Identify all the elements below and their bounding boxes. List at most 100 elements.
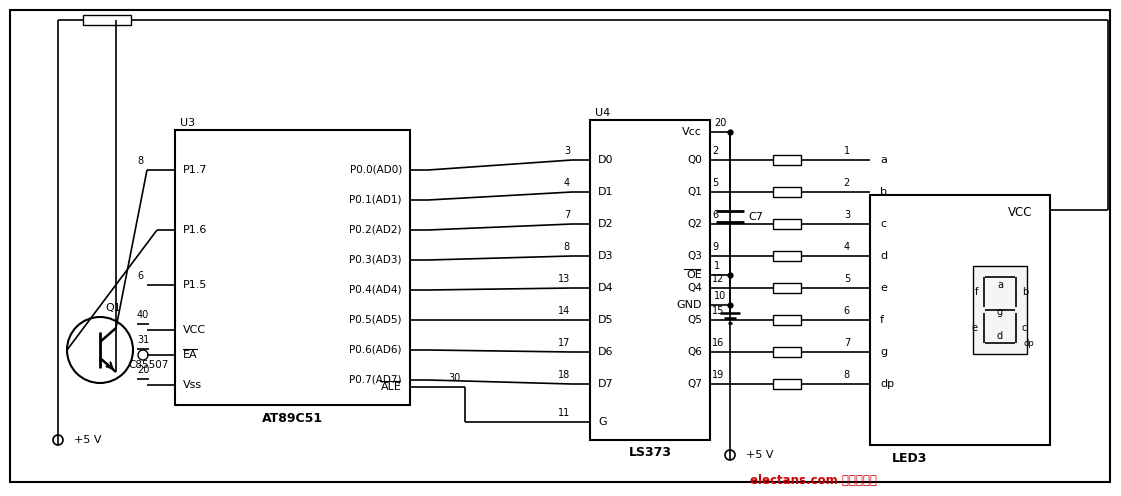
Text: c: c: [880, 219, 886, 229]
Text: g: g: [880, 347, 887, 357]
Text: 16: 16: [712, 338, 724, 348]
Text: D7: D7: [597, 379, 613, 389]
Text: 40: 40: [137, 310, 149, 320]
Text: b: b: [880, 187, 887, 197]
Text: Vcc: Vcc: [682, 127, 702, 137]
Bar: [870, 195, 1050, 445]
Text: c: c: [1022, 323, 1027, 333]
Text: Q7: Q7: [687, 379, 702, 389]
Circle shape: [138, 350, 148, 360]
Text: D1: D1: [597, 187, 613, 197]
Text: e: e: [972, 323, 978, 333]
Text: 6: 6: [844, 306, 850, 316]
Bar: [83, 15, 131, 25]
Text: 1: 1: [844, 146, 850, 156]
Text: 20: 20: [714, 118, 726, 128]
Text: d: d: [997, 331, 1003, 341]
Text: AT89C51: AT89C51: [262, 412, 323, 425]
Text: P0.0(AD0): P0.0(AD0): [350, 165, 402, 175]
Bar: [590, 120, 710, 440]
Text: 11: 11: [558, 408, 569, 418]
Text: 30: 30: [448, 373, 461, 383]
Text: Vss: Vss: [183, 380, 202, 390]
Text: Q6: Q6: [687, 347, 702, 357]
Text: P0.1(AD1): P0.1(AD1): [350, 195, 402, 205]
Bar: [773, 219, 802, 229]
Text: LS373: LS373: [629, 446, 671, 459]
Text: D2: D2: [597, 219, 613, 229]
Text: VCC: VCC: [183, 325, 206, 335]
Text: electans.com 电子发烧友: electans.com 电子发烧友: [750, 474, 877, 487]
Bar: [773, 283, 802, 293]
Text: +5 V: +5 V: [74, 435, 102, 445]
Text: U3: U3: [180, 118, 195, 128]
Text: 18: 18: [558, 370, 569, 380]
Text: +5 V: +5 V: [745, 450, 773, 460]
Text: Q5: Q5: [687, 315, 702, 325]
Text: dp: dp: [880, 379, 895, 389]
Text: a: a: [880, 155, 887, 165]
Text: VCC: VCC: [1008, 206, 1032, 220]
Bar: [773, 379, 802, 389]
Text: C85507: C85507: [128, 360, 168, 370]
Text: GND: GND: [676, 300, 702, 310]
Text: f: f: [974, 287, 978, 297]
Text: P0.5(AD5): P0.5(AD5): [350, 315, 402, 325]
Text: 6: 6: [712, 210, 719, 220]
Circle shape: [67, 317, 133, 383]
Text: 7: 7: [844, 338, 850, 348]
Text: D3: D3: [597, 251, 613, 261]
Text: 4: 4: [844, 242, 850, 252]
Text: f: f: [880, 315, 884, 325]
Text: OE: OE: [686, 270, 702, 280]
Text: 3: 3: [844, 210, 850, 220]
Text: 8: 8: [138, 156, 143, 166]
Text: D0: D0: [597, 155, 613, 165]
Text: Q4: Q4: [687, 283, 702, 293]
Text: D6: D6: [597, 347, 613, 357]
Text: P0.7(AD7): P0.7(AD7): [350, 375, 402, 385]
Bar: [773, 251, 802, 261]
Text: P0.4(AD4): P0.4(AD4): [350, 285, 402, 295]
Text: 7: 7: [564, 210, 569, 220]
Text: G: G: [597, 417, 606, 427]
Text: EA: EA: [183, 350, 197, 360]
Text: P0.2(AD2): P0.2(AD2): [350, 225, 402, 235]
Text: 9: 9: [712, 242, 719, 252]
Bar: [773, 155, 802, 165]
Text: P0.6(AD6): P0.6(AD6): [350, 345, 402, 355]
Bar: [175, 130, 410, 405]
Text: e: e: [880, 283, 887, 293]
Text: 3: 3: [564, 146, 569, 156]
Text: D5: D5: [597, 315, 613, 325]
Bar: [773, 315, 802, 325]
Text: U4: U4: [595, 108, 610, 118]
Text: Q2: Q2: [687, 219, 702, 229]
Circle shape: [53, 435, 63, 445]
Text: 17: 17: [557, 338, 569, 348]
Text: Q3: Q3: [687, 251, 702, 261]
Text: 31: 31: [137, 335, 149, 345]
Text: Q1: Q1: [105, 303, 121, 313]
Text: LED3: LED3: [892, 451, 928, 464]
Text: 10: 10: [714, 291, 726, 301]
Text: 4: 4: [564, 178, 569, 188]
Text: 8: 8: [564, 242, 569, 252]
Text: 15: 15: [712, 306, 724, 316]
Bar: [773, 347, 802, 357]
Bar: [973, 266, 1027, 354]
Text: Q0: Q0: [687, 155, 702, 165]
Text: 2: 2: [712, 146, 719, 156]
Text: P1.7: P1.7: [183, 165, 207, 175]
Text: 2: 2: [844, 178, 850, 188]
Text: 8: 8: [844, 370, 850, 380]
Text: 14: 14: [558, 306, 569, 316]
Circle shape: [725, 450, 735, 460]
Text: 12: 12: [712, 274, 724, 284]
Text: 13: 13: [558, 274, 569, 284]
Text: b: b: [1022, 287, 1028, 297]
Text: dp: dp: [1023, 339, 1035, 349]
Text: P1.5: P1.5: [183, 280, 207, 290]
Text: ALE: ALE: [381, 382, 402, 392]
Text: D4: D4: [597, 283, 613, 293]
